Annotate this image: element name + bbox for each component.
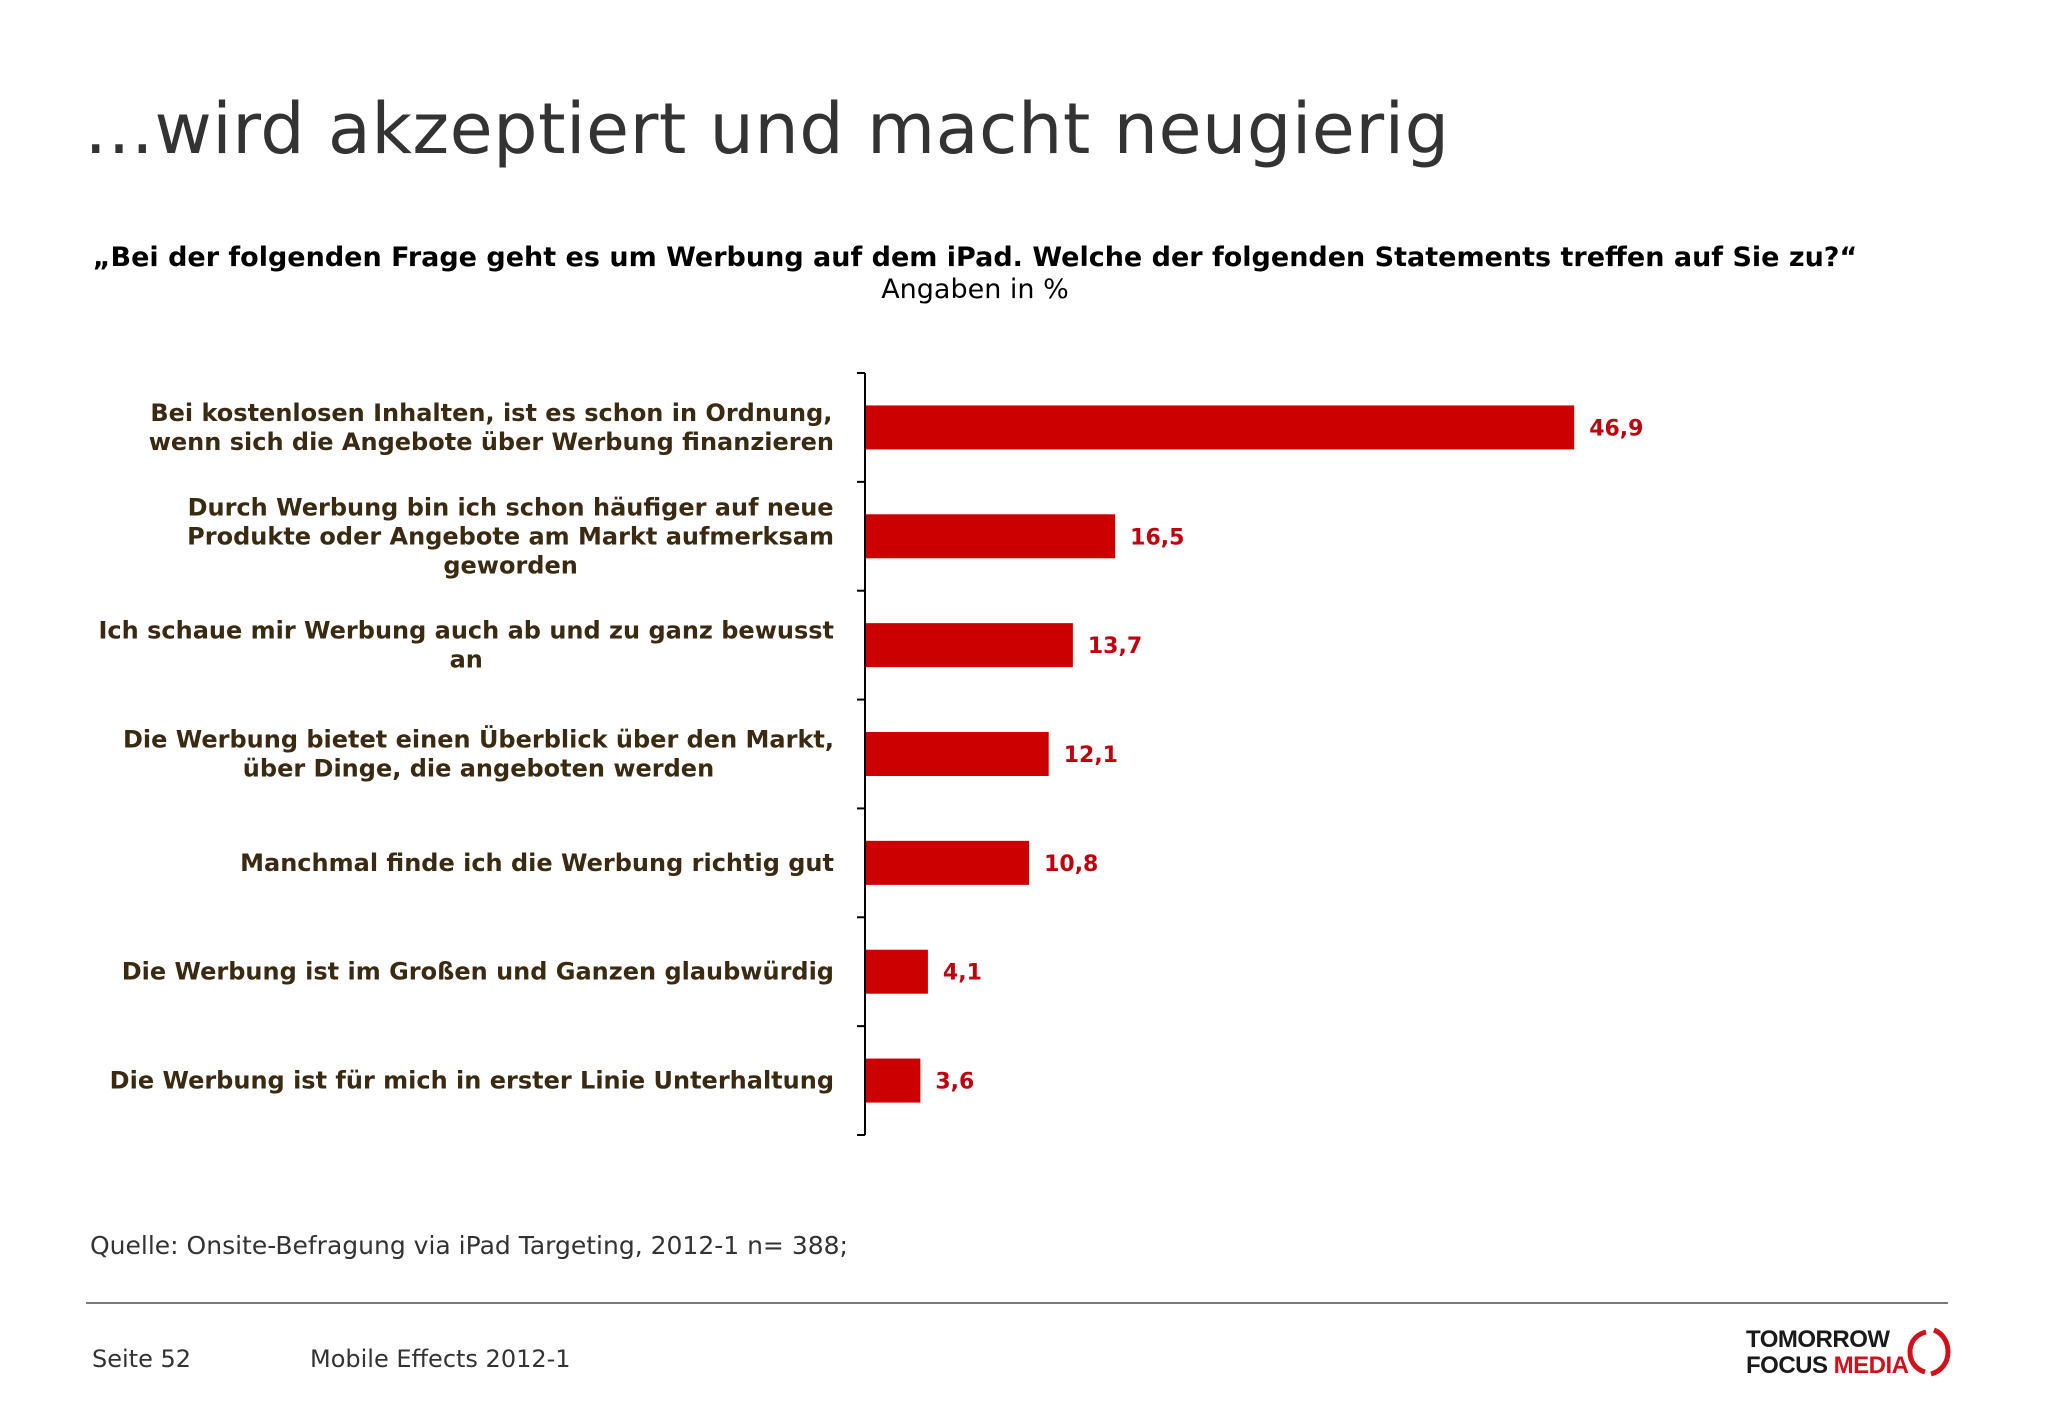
value-label: 4,1 [943, 961, 982, 986]
category-label: Die Werbung bietet einen Überblick über … [123, 724, 834, 783]
value-label: 10,8 [1044, 852, 1098, 877]
bar [866, 405, 1575, 450]
category-label: Die Werbung ist im Großen und Ganzen gla… [122, 958, 834, 986]
page-title: …wird akzeptiert und macht neugierig [84, 88, 1450, 170]
footer-title: Mobile Effects 2012-1 [310, 1345, 571, 1373]
tomorrow-focus-media-logo: TOMORROW FOCUS MEDIA [1746, 1326, 1956, 1380]
page-number: Seite 52 [92, 1345, 192, 1373]
bar [866, 732, 1049, 776]
category-label: Die Werbung ist für mich in erster Linie… [110, 1067, 834, 1095]
category-label-line: geworden [443, 551, 578, 579]
category-label-line: über Dinge, die angeboten werden [243, 755, 714, 783]
category-label-line: Ich schaue mir Werbung auch ab und zu ga… [99, 617, 835, 645]
category-label-line: wenn sich die Angebote über Werbung fina… [149, 428, 834, 456]
category-label: Manchmal finde ich die Werbung richtig g… [240, 849, 834, 877]
category-label: Durch Werbung bin ich schon häufiger auf… [187, 493, 834, 579]
value-label: 16,5 [1130, 525, 1184, 550]
category-label-line: Bei kostenlosen Inhalten, ist es schon i… [150, 399, 832, 427]
logo-line-2: FOCUS MEDIA [1746, 1352, 1909, 1379]
chart-bars [866, 405, 1575, 1103]
bar [866, 949, 928, 994]
category-label-line: Die Werbung bietet einen Überblick über … [123, 724, 834, 754]
bar [866, 514, 1116, 559]
logo-ring-icon [1907, 1327, 1951, 1377]
chart-question: „Bei der folgenden Frage geht es um Werb… [92, 242, 1858, 273]
category-label-line: Manchmal finde ich die Werbung richtig g… [240, 849, 834, 877]
source-note: Quelle: Onsite-Befragung via iPad Target… [90, 1231, 848, 1260]
bar-chart: Bei kostenlosen Inhalten, ist es schon i… [99, 372, 1643, 1136]
value-label: 13,7 [1088, 634, 1142, 659]
category-label: Bei kostenlosen Inhalten, ist es schon i… [149, 399, 834, 456]
category-label-line: an [450, 646, 483, 674]
value-label: 12,1 [1064, 743, 1118, 768]
value-label: 3,6 [935, 1070, 974, 1095]
chart-axis [857, 372, 866, 1136]
bar [866, 840, 1030, 885]
bar [866, 623, 1073, 668]
bar [866, 1058, 921, 1103]
footer-divider [86, 1302, 1948, 1304]
category-label: Ich schaue mir Werbung auch ab und zu ga… [99, 617, 835, 674]
logo-line-1: TOMORROW [1746, 1326, 1890, 1353]
category-labels: Bei kostenlosen Inhalten, ist es schon i… [99, 399, 835, 1095]
category-label-line: Die Werbung ist für mich in erster Linie… [110, 1067, 834, 1095]
category-label-line: Die Werbung ist im Großen und Ganzen gla… [122, 958, 834, 986]
value-label: 46,9 [1589, 416, 1643, 441]
category-label-line: Produkte oder Angebote am Markt aufmerks… [187, 522, 834, 550]
value-labels: 46,9 16,5 13,7 12,1 10,8 4,1 3,6 [935, 416, 1643, 1094]
category-label-line: Durch Werbung bin ich schon häufiger auf… [188, 493, 834, 521]
chart-unit-label: Angaben in % [881, 274, 1069, 305]
